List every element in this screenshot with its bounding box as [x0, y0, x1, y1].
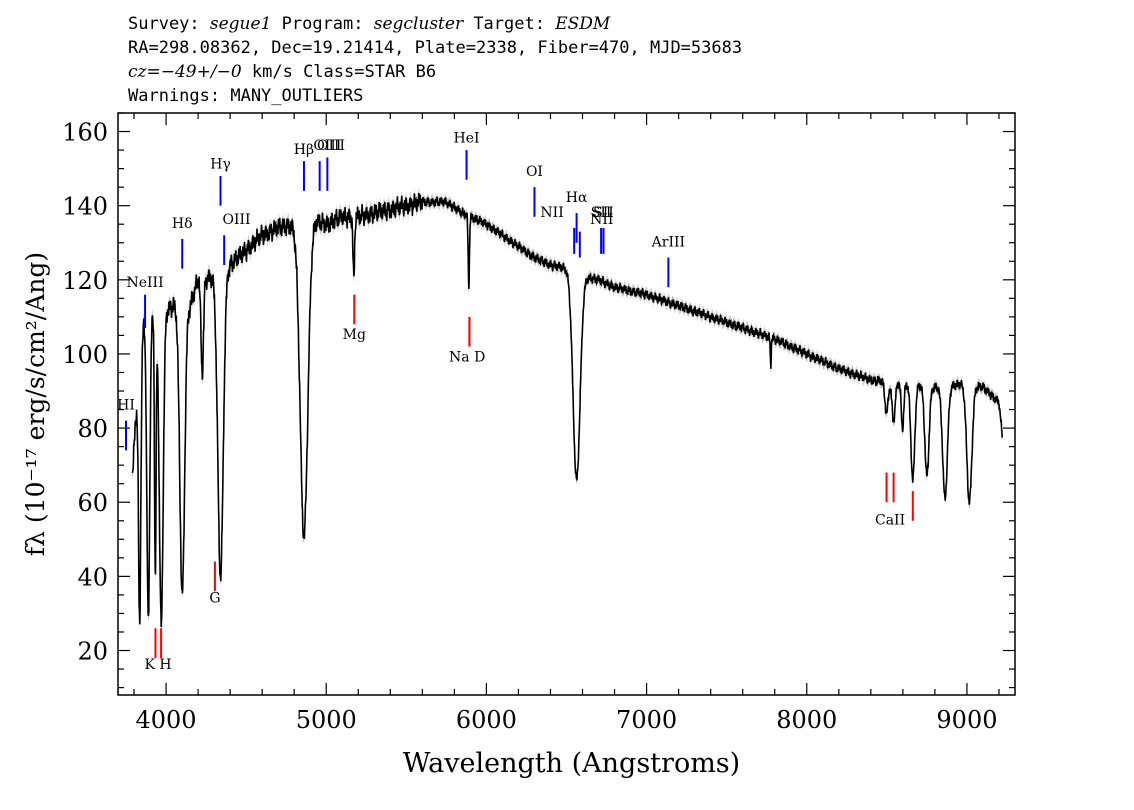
emission-label: Hδ — [172, 216, 193, 232]
y-tick-label: 120 — [62, 267, 108, 295]
emission-label: HI — [117, 398, 135, 414]
emission-label: SII — [593, 205, 614, 221]
emission-label: NII — [540, 205, 563, 221]
y-tick-label: 60 — [77, 489, 108, 517]
absorption-label-g: G — [209, 590, 220, 606]
cz-label: cz= — [128, 62, 161, 82]
y-tick-label: 100 — [62, 341, 108, 369]
program-value: segcluster — [373, 14, 464, 34]
emission-label: SII — [591, 205, 612, 221]
plot-header: Survey: segue1 Program: segcluster Targe… — [128, 12, 742, 108]
emission-label: NII — [590, 212, 613, 228]
emission-label: Hβ — [294, 142, 314, 158]
emission-label: Hγ — [210, 157, 231, 173]
ticks: 4000 5000 6000 7000 8000 9000 20 40 60 80 100 120 14… — [62, 112, 1015, 734]
plot-area — [131, 186, 1003, 634]
emission-label: OIII — [222, 212, 250, 228]
error-band — [132, 186, 1003, 634]
emission-label: Hα — [566, 190, 588, 206]
y-axis-label: fλ (10⁻¹⁷ erg/s/cm²/Ang) — [21, 252, 50, 556]
survey-label: Survey: — [128, 14, 210, 34]
header-line-4: Warnings: MANY_OUTLIERS — [128, 86, 364, 106]
cz-value: −49+/−0 — [160, 62, 242, 82]
x-tick-label: 6000 — [456, 706, 517, 734]
program-label: Program: — [271, 14, 374, 34]
plot-frame — [117, 112, 1016, 696]
header-line-1: Survey: segue1 Program: segcluster Targe… — [128, 12, 742, 36]
y-tick-label: 40 — [77, 563, 108, 591]
absorption-label-mg: Mg — [343, 327, 366, 343]
class-text: km/s Class=STAR B6 — [241, 62, 437, 82]
target-label: Target: — [463, 14, 556, 34]
absorption-label-nad: Na D — [449, 349, 485, 365]
emission-label: ArIII — [651, 234, 685, 250]
x-tick-label: 4000 — [136, 706, 197, 734]
emission-label: OIII — [317, 138, 345, 154]
y-tick-label: 140 — [62, 193, 108, 221]
y-tick-label: 80 — [77, 415, 108, 443]
emission-label: NeIII — [126, 275, 163, 291]
survey-value: segue1 — [209, 14, 272, 34]
x-tick-label: 7000 — [616, 706, 677, 734]
target-value: ESDM — [555, 14, 611, 34]
x-axis-label: Wavelength (Angstroms) — [403, 748, 740, 779]
absorption-label-kh: K H — [144, 657, 171, 673]
x-tick-label: 9000 — [936, 706, 997, 734]
x-tick-label: 8000 — [776, 706, 837, 734]
x-tick-label: 5000 — [296, 706, 357, 734]
header-line-3: cz=−49+/−0 km/s Class=STAR B6 — [128, 60, 742, 84]
y-tick-label: 160 — [62, 119, 108, 147]
header-line-2: RA=298.08362, Dec=19.21414, Plate=2338, … — [128, 38, 743, 58]
emission-label: OIII — [313, 138, 341, 154]
y-tick-label: 20 — [77, 638, 108, 666]
emission-label: OI — [526, 164, 543, 180]
absorption-label-caii: CaII — [875, 512, 905, 528]
emission-label: HeI — [454, 131, 480, 147]
spectrum-line — [131, 192, 1003, 628]
